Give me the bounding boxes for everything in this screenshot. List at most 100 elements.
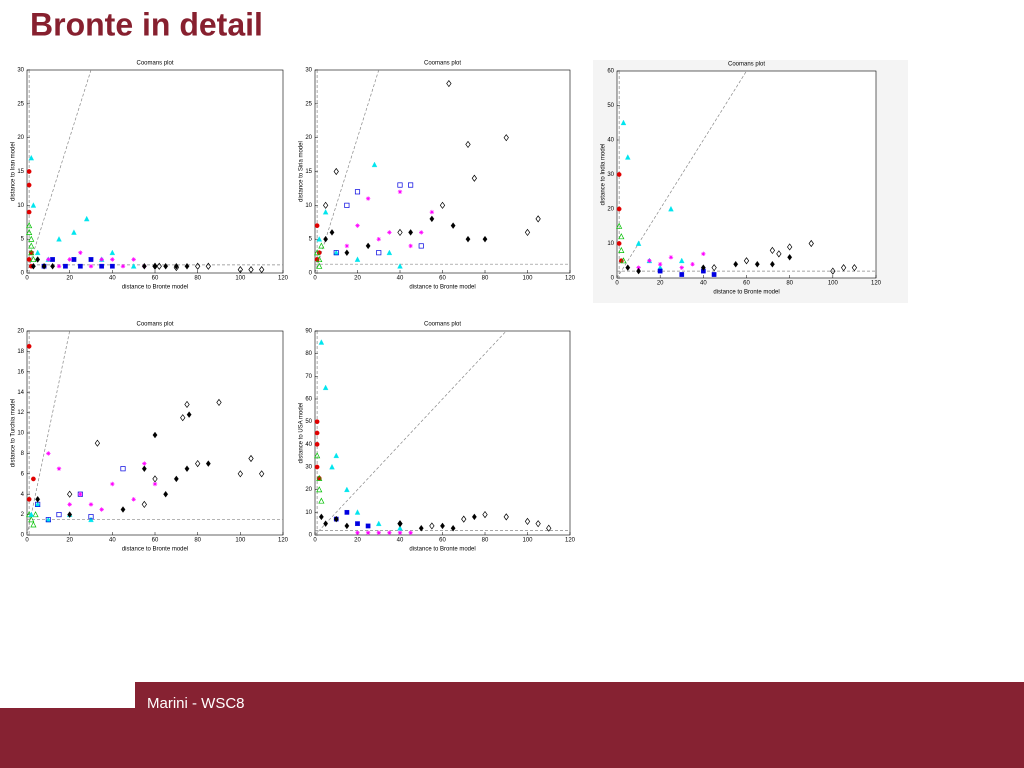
x-tick-label: 20	[354, 538, 361, 544]
data-point	[28, 249, 35, 256]
data-point	[657, 262, 663, 267]
data-point	[397, 530, 403, 535]
data-point	[840, 264, 847, 272]
data-point	[616, 206, 622, 212]
x-axis-label: distance to Bronte model	[713, 290, 779, 296]
data-point	[41, 262, 47, 270]
data-point	[524, 228, 531, 236]
x-tick-label: 100	[522, 538, 533, 544]
y-axis-label: distance to Turchia model	[11, 399, 17, 467]
data-point	[647, 258, 652, 263]
footer-text: Marini - WSC8	[147, 695, 245, 712]
data-point	[408, 530, 413, 535]
data-point	[28, 235, 35, 242]
data-point	[344, 522, 350, 530]
x-tick-label: 40	[109, 276, 116, 282]
data-point	[152, 475, 158, 483]
y-tick-label: 30	[607, 172, 614, 178]
data-point	[83, 215, 90, 222]
y-tick-label: 80	[305, 351, 312, 357]
data-point	[216, 398, 222, 406]
data-point	[316, 474, 323, 481]
y-tick-label: 0	[21, 533, 25, 539]
y-tick-label: 20	[17, 329, 24, 335]
data-point	[754, 260, 760, 268]
x-tick-label: 100	[828, 281, 839, 287]
y-tick-label: 10	[17, 431, 24, 437]
data-point	[333, 452, 339, 459]
data-point	[503, 513, 509, 521]
data-point	[535, 215, 541, 223]
data-point	[184, 262, 190, 270]
data-point	[439, 201, 446, 209]
data-point	[769, 246, 776, 254]
data-point	[322, 209, 329, 215]
data-point	[67, 511, 73, 518]
data-point	[26, 257, 32, 262]
data-point	[28, 154, 35, 161]
y-tick-label: 60	[305, 397, 312, 403]
x-tick-label: 80	[786, 281, 793, 287]
chart-title: Coomans plot	[136, 322, 173, 328]
data-point	[625, 154, 631, 160]
data-point	[88, 516, 94, 523]
plot-frame	[314, 330, 571, 536]
x-tick-label: 120	[871, 281, 882, 287]
diagonal-line	[314, 330, 507, 536]
data-point	[184, 465, 190, 472]
data-point	[180, 414, 186, 422]
data-point	[130, 263, 137, 269]
data-point	[668, 205, 674, 212]
x-tick-label: 100	[235, 276, 246, 282]
y-tick-label: 12	[17, 410, 24, 416]
data-point	[259, 470, 265, 478]
data-point	[316, 255, 323, 263]
data-point	[450, 524, 456, 532]
y-tick-label: 20	[305, 487, 312, 493]
data-point	[173, 475, 179, 483]
data-point	[503, 134, 509, 142]
x-axis-label: distance to Bronte model	[409, 547, 475, 553]
data-point	[620, 119, 627, 126]
data-point	[318, 497, 325, 504]
data-point	[248, 454, 254, 463]
data-point	[141, 262, 147, 270]
x-tick-label: 40	[397, 538, 404, 544]
data-point	[635, 240, 642, 246]
data-point	[163, 490, 169, 498]
data-point	[316, 486, 323, 493]
data-point	[429, 215, 435, 223]
data-point	[99, 263, 105, 269]
data-point	[26, 228, 33, 235]
data-point	[440, 522, 445, 530]
y-tick-label: 10	[305, 203, 312, 209]
chart-title: Coomans plot	[424, 322, 461, 328]
data-point	[333, 515, 339, 523]
data-point	[152, 431, 158, 439]
data-point	[668, 255, 674, 260]
data-point	[354, 509, 361, 515]
y-tick-label: 50	[607, 103, 614, 109]
x-tick-label: 40	[397, 276, 404, 282]
x-tick-label: 80	[482, 276, 489, 282]
data-point	[195, 460, 201, 468]
data-point	[34, 249, 41, 256]
data-point	[78, 492, 83, 497]
chart-title: Coomans plot	[728, 62, 765, 68]
data-point	[186, 411, 192, 418]
x-tick-label: 60	[152, 538, 159, 544]
data-point	[314, 419, 320, 425]
chart-title: Coomans plot	[136, 61, 173, 67]
x-tick-label: 80	[194, 276, 201, 282]
data-point	[743, 257, 750, 265]
data-point	[355, 223, 360, 228]
slide-title: Bronte in detail	[30, 6, 263, 42]
data-point	[120, 466, 126, 472]
data-point	[88, 514, 94, 520]
data-point	[88, 502, 94, 507]
y-tick-label: 8	[21, 451, 25, 457]
x-tick-label: 120	[278, 276, 289, 282]
data-point	[344, 243, 350, 249]
data-point	[71, 229, 77, 235]
data-point	[408, 229, 414, 236]
